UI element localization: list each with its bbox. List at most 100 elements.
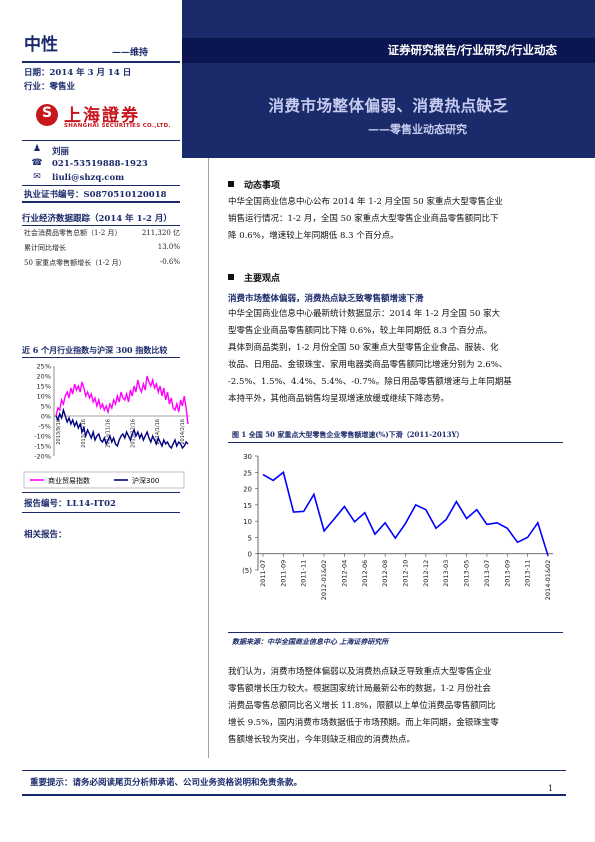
logo-en: SHANGHAI SECURITIES CO.,LTD. (64, 123, 171, 129)
divider (22, 185, 180, 186)
y-tick-label: 0 (248, 551, 252, 559)
x-tick-label: 2011-09 (279, 560, 287, 587)
paragraph-conclusion: 我们认为，消费市场整体偏弱以及消费热点缺乏导致重点大型零售企业 零售额增长压力较… (228, 667, 499, 745)
x-tick-label: 2013-03 (442, 560, 450, 587)
y-tick-label: 15 (243, 502, 252, 510)
row-value: 13.0% (157, 243, 180, 251)
row-value: 211,320 亿 (141, 229, 180, 237)
x-tick-label: 2013-07 (483, 560, 491, 587)
analyst-phone: 021-53519888-1923 (52, 159, 148, 169)
report-category: 证券研究报告/行业研究/行业动态 (387, 43, 557, 57)
license-number: 执业证书编号：S0870510120018 (24, 190, 167, 200)
x-tick-label: 2014/1/16 (155, 419, 161, 445)
x-tick-label: 2013-09 (503, 560, 511, 587)
analyst-name: 刘丽 (52, 147, 70, 157)
divider (22, 201, 180, 203)
y-tick-label: -15% (34, 443, 51, 451)
table-row: 社会消费品零售总额（1-2 月） 211,320 亿 (24, 228, 180, 238)
rating-sub: ——维持 (112, 48, 149, 58)
rating-label: 中性 (24, 35, 58, 55)
section-heading: 动态事项 (228, 178, 280, 191)
related-reports: 相关报告： (24, 530, 67, 540)
x-tick-label: 2012-06 (361, 560, 369, 587)
y-tick-label: (5) (242, 567, 252, 575)
divider (228, 632, 563, 633)
y-tick-label: 20 (243, 486, 252, 494)
legend-label: 沪深300 (132, 476, 159, 485)
x-tick-label: 2014-01&02 (544, 560, 552, 601)
phone-icon: ☎ (31, 158, 43, 168)
row-label: 累计同比增长 (24, 244, 66, 252)
page-number: 1 (548, 784, 554, 793)
divider (22, 61, 180, 63)
mail-icon: ✉ (33, 172, 41, 182)
paragraph-views: 中华全国商业信息中心最新统计数据显示：2014 年 1-2 月全国 50 家大 … (228, 309, 512, 404)
x-tick-label: 2014/2/16 (180, 419, 186, 445)
sales-growth-chart: 30 25 20 15 10 5 0 (5) 2011-07 2011-09 2011-11 201… (242, 453, 553, 601)
divider (22, 225, 180, 226)
footer-divider (22, 794, 566, 796)
section-heading: 主要观点 (228, 271, 280, 284)
x-tick-label: 2011-07 (259, 560, 267, 587)
footer-divider (22, 770, 566, 771)
x-tick-label: 2013/10/16 (81, 419, 87, 448)
x-tick-label: 2013/9/16 (56, 419, 62, 445)
divider (22, 140, 180, 141)
section-subheading: 消费市场整体偏弱，消费热点缺乏致零售额增速下滑 (228, 294, 424, 304)
x-tick-label: 2013/12/16 (130, 419, 136, 448)
table-row: 50 家重点零售额增长（1-2 月） -0.6% (24, 258, 180, 268)
x-tick-label: 2012-12 (422, 560, 430, 587)
report-number: 报告编号：LL14-IT02 (24, 499, 116, 509)
commerce-index-line (55, 375, 189, 425)
y-tick-label: 20% (37, 373, 51, 381)
y-tick-label: 10 (243, 518, 252, 526)
industry-label: 行业：零售业 (24, 82, 76, 92)
table-row: 累计同比增长 13.0% (24, 243, 180, 253)
data-source: 数据来源：中华全国商业信息中心 上海证券研究所 (232, 637, 389, 646)
index-chart-title: 近 6 个月行业指数与沪深 300 指数比较 (22, 345, 168, 355)
x-tick-label: 2011-11 (300, 560, 308, 587)
legend-box (23, 471, 185, 489)
report-date: 日期：2014 年 3 月 14 日 (24, 68, 132, 78)
paragraph-events: 中华全国商业信息中心公布 2014 年 1-2 月全国 50 家重点大型零售企业… (228, 197, 503, 241)
y-tick-label: -20% (34, 453, 51, 461)
x-tick-label: 2012-04 (340, 560, 348, 587)
x-tick-label: 2013/11/16 (106, 419, 112, 448)
column-divider (208, 158, 209, 758)
y-tick-label: -5% (38, 423, 51, 431)
row-value: -0.6% (159, 258, 180, 266)
report-subtitle: ——零售业动态研究 (368, 123, 467, 136)
row-label: 50 家重点零售额增长（1-2 月） (24, 259, 126, 267)
figure-caption: 图 1 全国 50 家重点大型零售企业零售额增速(%)下滑（2011-2013Y… (232, 430, 464, 439)
econ-table-title: 行业经济数据跟踪（2014 年 1-2 月） (22, 214, 172, 224)
legend-label: 商业贸易指数 (48, 476, 90, 485)
x-tick-label: 2013-11 (524, 560, 532, 587)
analyst-email[interactable]: liuli@shzq.com (52, 173, 125, 183)
footer-notice: 重要提示：请务必阅读尾页分析师承诺、公司业务资格说明和免责条款。 (30, 778, 303, 788)
y-tick-label: 25% (37, 363, 51, 371)
logo-cn: 上海證券 (64, 106, 140, 126)
divider (228, 442, 563, 443)
y-tick-label: 5 (248, 534, 252, 542)
logo-icon: S (36, 104, 58, 126)
index-chart: 25% 20% 15% 10% 5% 0% -5% -10% -15% -20% 2013/9/1… (23, 363, 190, 489)
y-tick-label: 0% (41, 413, 51, 421)
y-tick-label: 15% (37, 383, 51, 391)
y-tick-label: 10% (37, 393, 51, 401)
header-banner (182, 0, 595, 158)
row-label: 社会消费品零售总额（1-2 月） (24, 229, 122, 237)
y-tick-label: 25 (243, 469, 252, 477)
x-tick-label: 2013-05 (463, 560, 471, 587)
x-tick-label: 2012-01&02 (320, 560, 328, 601)
person-icon: ♟ (32, 144, 42, 154)
banner-strip (182, 38, 595, 63)
divider (22, 357, 180, 358)
hs300-line (55, 407, 189, 450)
x-tick-label: 2012-08 (381, 560, 389, 587)
x-tick-label: 2012-10 (402, 560, 410, 587)
report-title: 消费市场整体偏弱、消费热点缺乏 (268, 97, 509, 115)
y-tick-label: 30 (243, 453, 252, 461)
growth-line (262, 470, 549, 556)
divider (22, 512, 180, 513)
y-tick-label: 5% (41, 403, 51, 411)
